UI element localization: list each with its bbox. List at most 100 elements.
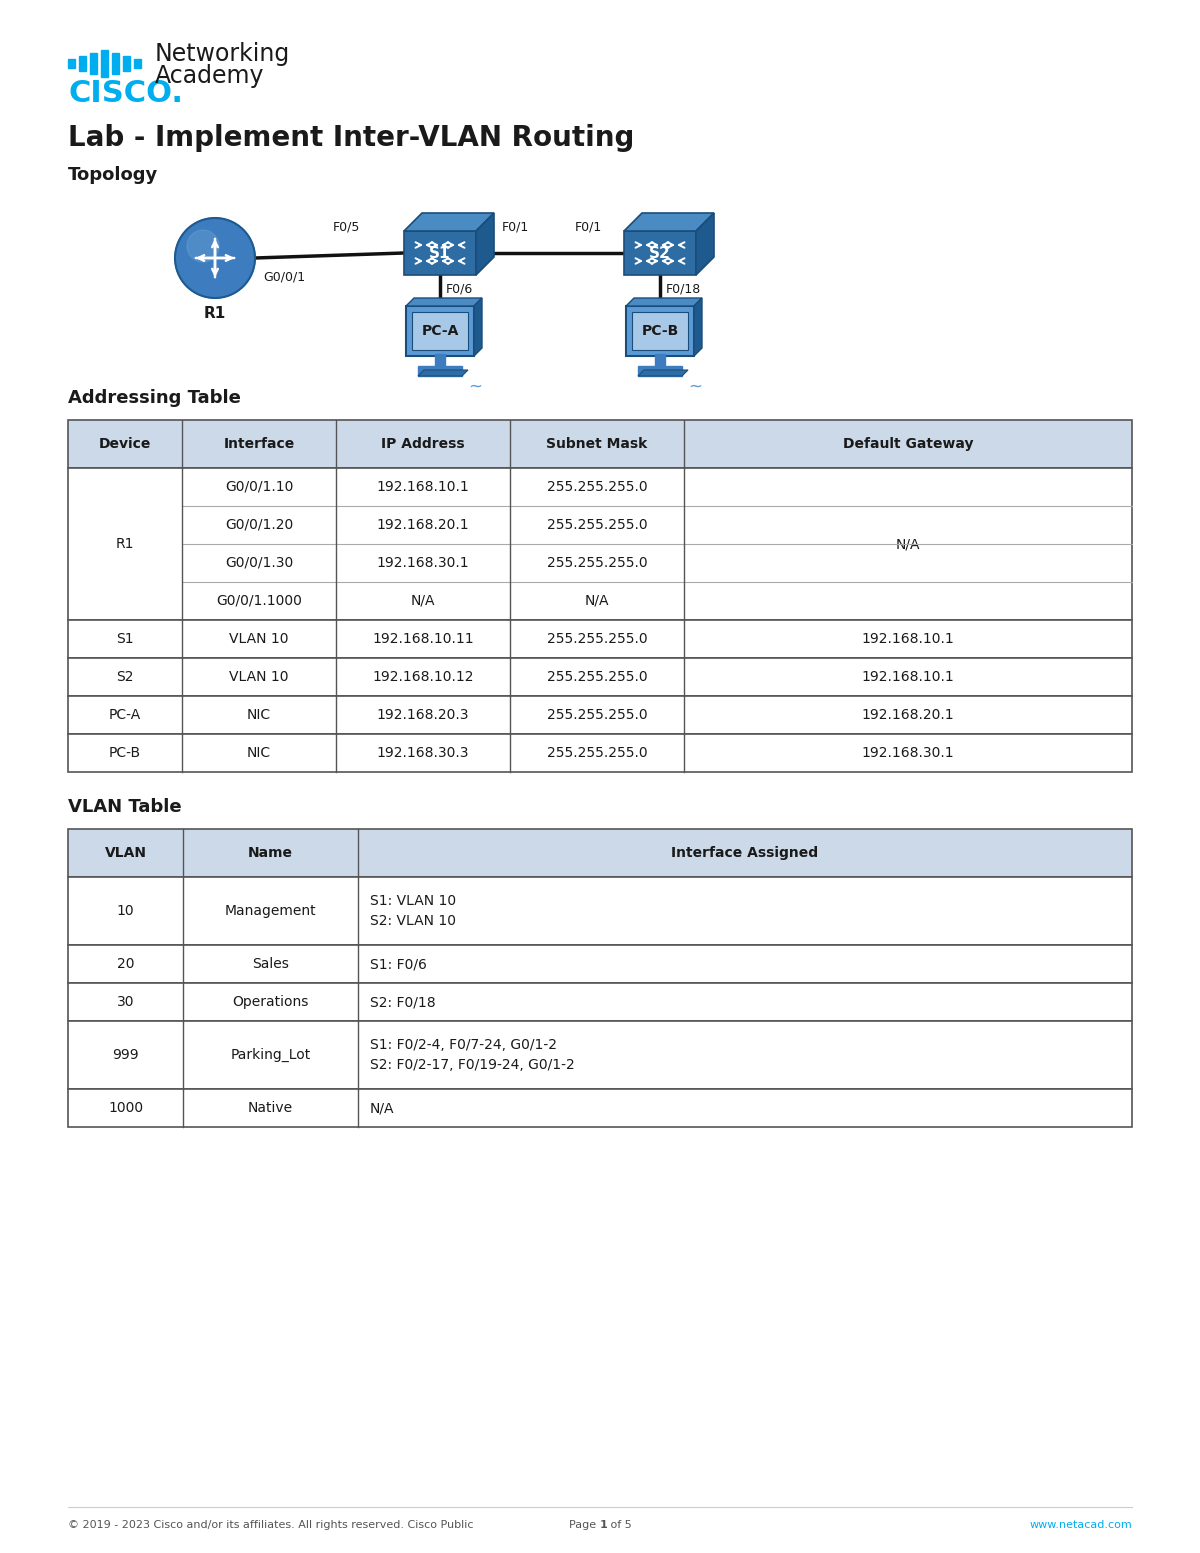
Text: S1: S1: [430, 245, 451, 261]
Polygon shape: [406, 306, 474, 356]
Text: G0/0/1.30: G0/0/1.30: [224, 556, 293, 570]
Text: 192.168.10.1: 192.168.10.1: [377, 480, 469, 494]
Text: Lab - Implement Inter-VLAN Routing: Lab - Implement Inter-VLAN Routing: [68, 124, 635, 152]
Text: IP Address: IP Address: [382, 436, 464, 450]
Text: PC-B: PC-B: [641, 325, 679, 339]
Text: 192.168.30.1: 192.168.30.1: [862, 745, 954, 759]
Bar: [68, 983, 1132, 1020]
Bar: [68, 696, 1132, 735]
Text: VLAN 10: VLAN 10: [229, 669, 289, 683]
Text: Subnet Mask: Subnet Mask: [546, 436, 648, 450]
Bar: [68, 467, 1132, 620]
Text: © 2019 - 2023 Cisco and/or its affiliates. All rights reserved. Cisco Public: © 2019 - 2023 Cisco and/or its affiliate…: [68, 1520, 474, 1530]
Text: Interface Assigned: Interface Assigned: [672, 846, 818, 860]
Polygon shape: [626, 298, 702, 306]
Polygon shape: [412, 312, 468, 349]
Text: Networking: Networking: [155, 42, 290, 65]
Polygon shape: [696, 213, 714, 275]
Text: VLAN 10: VLAN 10: [229, 632, 289, 646]
Polygon shape: [404, 231, 476, 275]
Text: ~: ~: [468, 377, 482, 396]
Bar: [134, 59, 142, 67]
Bar: [655, 354, 665, 368]
Polygon shape: [474, 298, 482, 356]
Polygon shape: [638, 370, 688, 376]
Text: G0/0/1.10: G0/0/1.10: [224, 480, 293, 494]
Bar: [68, 620, 1132, 658]
Text: 255.255.255.0: 255.255.255.0: [547, 708, 647, 722]
Text: Addressing Table: Addressing Table: [68, 388, 241, 407]
Bar: [68, 59, 74, 67]
Text: S2: F0/18: S2: F0/18: [370, 995, 436, 1009]
Polygon shape: [418, 370, 468, 376]
Bar: [68, 1020, 1132, 1089]
Text: NIC: NIC: [247, 745, 271, 759]
Text: of 5: of 5: [607, 1520, 631, 1530]
Polygon shape: [476, 213, 494, 275]
Text: Parking_Lot: Parking_Lot: [230, 1048, 311, 1062]
Text: 192.168.30.1: 192.168.30.1: [377, 556, 469, 570]
Text: 255.255.255.0: 255.255.255.0: [547, 556, 647, 570]
Text: Name: Name: [248, 846, 293, 860]
Text: N/A: N/A: [584, 593, 610, 609]
Text: F0/5: F0/5: [332, 221, 360, 233]
Bar: [68, 877, 1132, 944]
Text: Default Gateway: Default Gateway: [842, 436, 973, 450]
Polygon shape: [694, 298, 702, 356]
Bar: [101, 50, 108, 76]
Text: Topology: Topology: [68, 166, 158, 183]
Text: NIC: NIC: [247, 708, 271, 722]
Text: F0/6: F0/6: [446, 283, 473, 297]
Bar: [68, 944, 1132, 983]
Polygon shape: [624, 231, 696, 275]
Text: S2: S2: [649, 245, 671, 261]
Text: F0/1: F0/1: [575, 221, 602, 233]
Circle shape: [175, 217, 256, 298]
Text: G0/0/1: G0/0/1: [263, 270, 305, 283]
Text: N/A: N/A: [895, 537, 920, 551]
Text: S2: S2: [116, 669, 133, 683]
Text: 30: 30: [116, 995, 134, 1009]
Text: 255.255.255.0: 255.255.255.0: [547, 480, 647, 494]
Text: 1: 1: [600, 1520, 607, 1530]
Bar: [68, 1089, 1132, 1127]
Bar: [68, 735, 1132, 772]
Text: G0/0/1.20: G0/0/1.20: [224, 519, 293, 533]
Text: Sales: Sales: [252, 957, 289, 971]
Polygon shape: [632, 312, 688, 349]
Polygon shape: [624, 213, 714, 231]
Text: Device: Device: [98, 436, 151, 450]
Bar: [436, 354, 445, 368]
Text: 192.168.20.1: 192.168.20.1: [377, 519, 469, 533]
Text: G0/0/1.1000: G0/0/1.1000: [216, 593, 302, 609]
Text: Operations: Operations: [233, 995, 308, 1009]
Text: 192.168.10.11: 192.168.10.11: [372, 632, 474, 646]
Bar: [90, 53, 97, 73]
Text: PC-A: PC-A: [421, 325, 458, 339]
Text: R1: R1: [204, 306, 226, 321]
Text: 10: 10: [116, 904, 134, 918]
Text: 192.168.10.1: 192.168.10.1: [862, 669, 954, 683]
Text: 255.255.255.0: 255.255.255.0: [547, 745, 647, 759]
Bar: [68, 658, 1132, 696]
Text: VLAN Table: VLAN Table: [68, 798, 181, 815]
Polygon shape: [626, 306, 694, 356]
Bar: [124, 56, 130, 70]
Text: PC-A: PC-A: [109, 708, 142, 722]
Text: S1: S1: [116, 632, 134, 646]
Text: CISCO.: CISCO.: [68, 79, 182, 107]
Text: S1: F0/2-4, F0/7-24, G0/1-2
S2: F0/2-17, F0/19-24, G0/1-2: S1: F0/2-4, F0/7-24, G0/1-2 S2: F0/2-17,…: [370, 1037, 575, 1072]
Text: 192.168.20.3: 192.168.20.3: [377, 708, 469, 722]
Text: 255.255.255.0: 255.255.255.0: [547, 632, 647, 646]
Circle shape: [187, 230, 220, 262]
Bar: [638, 367, 682, 376]
Text: F0/18: F0/18: [666, 283, 701, 297]
Polygon shape: [406, 298, 482, 306]
Polygon shape: [404, 213, 494, 231]
Text: 1000: 1000: [108, 1101, 143, 1115]
Text: Page: Page: [569, 1520, 600, 1530]
Text: Native: Native: [248, 1101, 293, 1115]
Text: ~: ~: [688, 377, 702, 396]
Text: N/A: N/A: [370, 1101, 395, 1115]
Text: 192.168.10.1: 192.168.10.1: [862, 632, 954, 646]
